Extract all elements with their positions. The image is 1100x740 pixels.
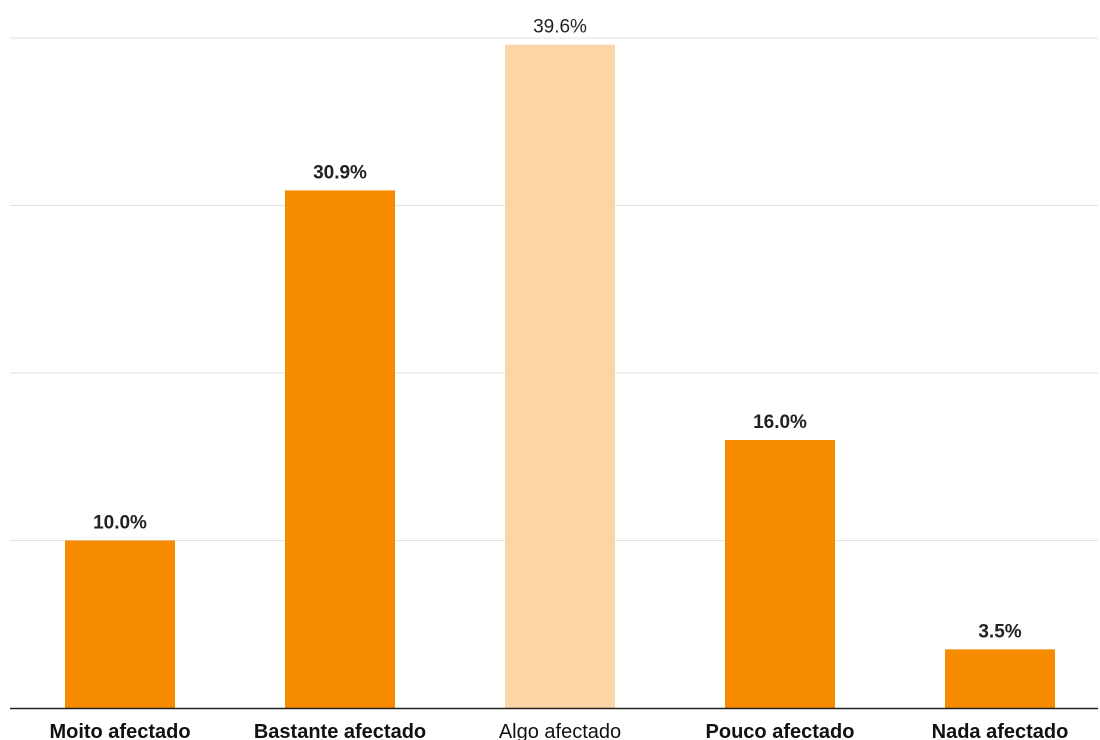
bar-algo-afectado: [505, 44, 615, 708]
category-label-nada-afectado: Nada afectado: [932, 721, 1069, 740]
category-labels: Moito afectado Bastante afectado Algo afec…: [49, 721, 1068, 740]
value-label-bastante-afectado: 30.9%: [313, 162, 367, 183]
bar-bastante-afectado: [285, 190, 395, 709]
category-label-moito-afectado: Moito afectado: [49, 721, 190, 740]
bar-nada-afectado: [945, 649, 1055, 708]
value-label-pouco-afectado: 16.0%: [753, 412, 807, 433]
bars: [65, 44, 1055, 709]
category-label-pouco-afectado: Pouco afectado: [706, 721, 855, 740]
bar-moito-afectado: [65, 540, 175, 708]
category-label-algo-afectado: Algo afectado: [499, 721, 621, 740]
value-label-algo-afectado: 39.6%: [533, 17, 587, 38]
category-label-bastante-afectado: Bastante afectado: [254, 721, 426, 740]
value-label-moito-afectado: 10.0%: [93, 513, 147, 534]
value-labels: 10.0% 30.9% 39.6% 16.0% 3.5%: [93, 17, 1022, 643]
bar-pouco-afectado: [725, 440, 835, 708]
value-label-nada-afectado: 3.5%: [978, 621, 1021, 642]
